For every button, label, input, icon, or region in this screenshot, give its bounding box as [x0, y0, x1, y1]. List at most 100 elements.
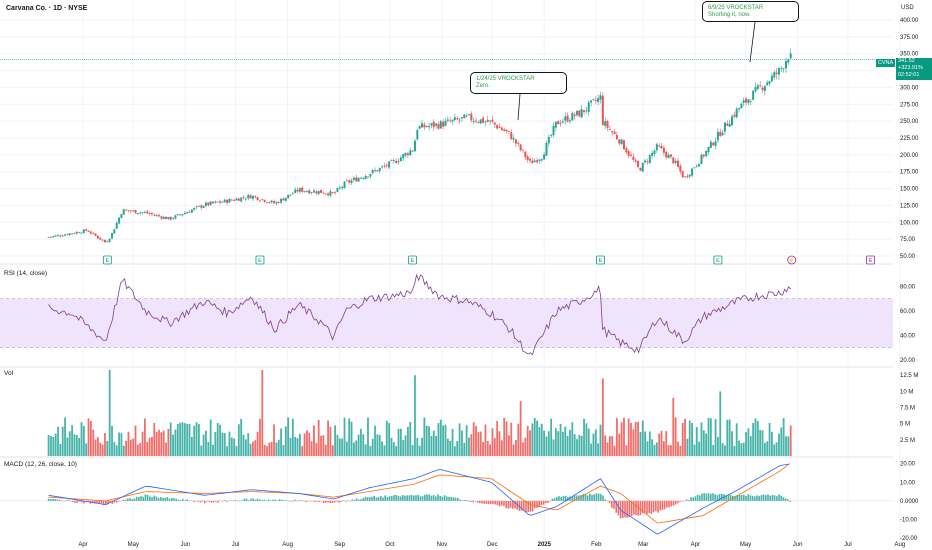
candle-body	[592, 99, 595, 100]
volume-bar	[601, 378, 604, 456]
volume-bar	[437, 423, 440, 456]
macd-histogram-bar	[261, 499, 263, 501]
volume-bars	[47, 370, 792, 456]
candle-body	[561, 121, 564, 123]
candle-body	[503, 129, 506, 132]
volume-bar	[294, 436, 297, 456]
candle-body	[193, 207, 196, 210]
macd-histogram-bar	[259, 499, 261, 501]
volume-bar	[785, 436, 787, 456]
macd-histogram-bar	[633, 500, 635, 515]
macd-histogram-bar	[661, 500, 664, 511]
candle-body	[702, 154, 705, 157]
volume-bar	[259, 418, 261, 456]
macd-histogram-bar	[446, 496, 448, 501]
candle-body	[75, 231, 78, 234]
macd-histogram-bar	[344, 500, 347, 502]
macd-histogram-bar	[494, 500, 497, 505]
candle-body	[214, 201, 217, 203]
volume-bar	[517, 423, 520, 456]
volume-bar	[465, 425, 468, 456]
macd-histogram-bar	[320, 500, 323, 502]
macd-histogram-bar	[525, 500, 527, 513]
volume-bar	[658, 433, 661, 456]
candle-body	[658, 145, 661, 147]
candle-body	[618, 139, 621, 144]
candle-body	[467, 114, 470, 115]
volume-bar	[47, 434, 50, 456]
macd-histogram-bar	[743, 494, 745, 501]
volume-bar	[355, 440, 358, 456]
volume-bar	[151, 436, 153, 456]
candle-body	[782, 68, 785, 70]
candle-body	[85, 229, 88, 231]
candle-body	[514, 139, 517, 144]
macd-histogram-bar	[626, 500, 629, 518]
candle-body	[524, 151, 527, 158]
volume-bar	[738, 440, 740, 456]
macd-histogram-bar	[331, 500, 334, 503]
candle-body	[174, 215, 177, 219]
volume-bar	[395, 446, 398, 456]
macd-histogram-bar	[780, 495, 783, 501]
candle-body	[465, 115, 468, 117]
volume-pane-label: Vol	[4, 370, 14, 377]
macd-histogram-bar	[710, 493, 712, 501]
volume-bar	[179, 422, 182, 456]
macd-histogram-bar	[74, 500, 76, 503]
candle-body	[444, 120, 447, 126]
candle-body	[491, 119, 494, 122]
macd-histogram-bar	[487, 500, 490, 505]
macd-histogram-bar	[83, 500, 85, 504]
rsi-tick-label: 20.00	[900, 358, 916, 364]
candle-body	[597, 98, 600, 103]
candle-body	[148, 213, 151, 214]
annotation-callout-1[interactable]: 1/24/25 VROCKSTAR Zero.	[470, 72, 567, 94]
macd-histogram-bar	[201, 500, 204, 502]
candle-body	[219, 201, 222, 203]
volume-bar	[562, 431, 564, 456]
candle-body	[601, 95, 604, 125]
volume-bar	[623, 417, 625, 456]
macd-histogram-bar	[668, 500, 670, 508]
candle-body	[230, 199, 233, 201]
macd-histogram-bar	[256, 498, 259, 501]
volume-bar	[510, 422, 513, 456]
volume-bar	[580, 435, 583, 456]
candle-body	[611, 131, 614, 133]
volume-bar	[205, 430, 207, 456]
macd-histogram-bar	[523, 500, 525, 511]
macd-histogram-bar	[716, 495, 719, 501]
candle-body	[763, 86, 766, 91]
candle-body	[122, 209, 125, 215]
candle-body	[446, 119, 449, 121]
volume-bar	[479, 431, 482, 456]
volume-bar	[667, 445, 670, 456]
macd-histogram-bar	[534, 500, 536, 509]
candle-body	[350, 180, 353, 183]
candle-body	[785, 61, 788, 69]
x-tick-label: Dec	[487, 542, 498, 548]
macd-histogram-bar	[309, 500, 312, 502]
candle-body	[366, 176, 369, 178]
candle-body	[568, 120, 571, 122]
candle-body	[341, 186, 344, 189]
candle-body	[580, 109, 583, 118]
macd-histogram-bar	[769, 495, 772, 501]
volume-bar	[439, 419, 442, 456]
annotation-callout-2[interactable]: 6/9/25 VROCKSTAR Shorting it, now.	[702, 1, 799, 22]
volume-bar	[423, 417, 426, 456]
candle-body	[712, 142, 715, 146]
macd-histogram-bar	[778, 494, 780, 501]
macd-histogram-bar	[479, 500, 481, 504]
macd-histogram-bar	[457, 498, 459, 501]
volume-bar	[461, 430, 463, 456]
candle-body	[707, 146, 710, 153]
macd-histogram-bar	[164, 497, 167, 501]
volume-bar	[608, 436, 611, 456]
candle-body	[310, 192, 313, 194]
volume-bar	[308, 432, 311, 456]
macd-histogram-bar	[424, 494, 426, 501]
volume-bar	[559, 423, 562, 456]
